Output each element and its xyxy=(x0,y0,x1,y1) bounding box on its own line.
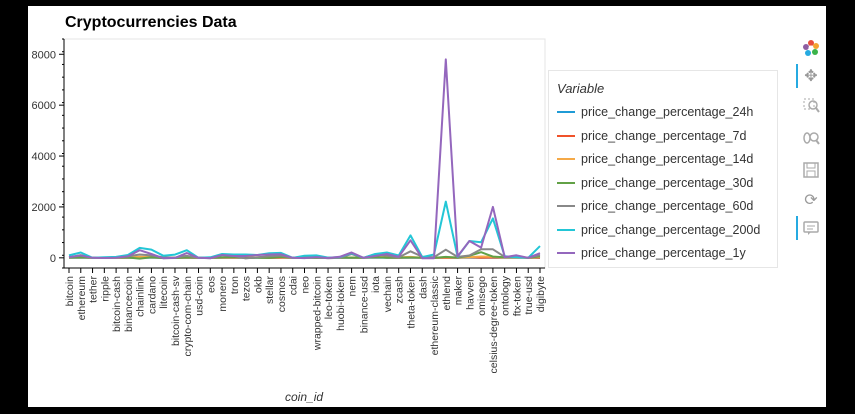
plot-frame xyxy=(63,38,546,269)
x-tick-label: bitcoin-cash xyxy=(111,276,123,332)
x-tick-label: iota xyxy=(370,276,382,293)
legend-label: price_change_percentage_14d xyxy=(581,152,754,166)
x-tick-label: vechain xyxy=(382,276,394,312)
x-tick-label: leo-token xyxy=(323,276,335,319)
y-tick-label: 6000 xyxy=(32,100,56,112)
legend-item[interactable]: price_change_percentage_24h xyxy=(557,103,753,121)
x-tick-label: wrapped-bitcoin xyxy=(311,276,323,351)
legend-title: Variable xyxy=(557,81,605,96)
wheel-zoom-icon[interactable] xyxy=(796,126,826,150)
x-tick-label: ontology xyxy=(500,275,512,315)
y-tick-label: 8000 xyxy=(32,49,56,61)
x-tick-label: binancecoin xyxy=(123,276,135,332)
x-tick-label: usd-coin xyxy=(194,276,206,316)
y-tick-label: 2000 xyxy=(32,202,56,214)
x-tick-label: tron xyxy=(229,276,241,294)
pan-icon[interactable]: ✥ xyxy=(804,68,818,85)
x-tick-label: bitcoin xyxy=(64,276,76,307)
chart-panel: Cryptocurrencies Data 0 2000 4000 6000 8000 b… xyxy=(28,6,826,407)
legend-swatch xyxy=(557,252,575,254)
box-zoom-icon[interactable] xyxy=(796,94,826,118)
x-tick-label: nem xyxy=(347,276,359,297)
x-tick-label: tether xyxy=(88,276,100,303)
x-tick-label: neo xyxy=(300,276,312,294)
y-tick-label: 0 xyxy=(50,253,56,265)
legend-label: price_change_percentage_7d xyxy=(581,128,747,143)
chart-title: Cryptocurrencies Data xyxy=(65,14,237,31)
legend-item[interactable]: price_change_percentage_200d xyxy=(557,221,760,239)
x-tick-label: chainlink xyxy=(135,275,147,317)
bokeh-logo-icon[interactable] xyxy=(796,36,826,60)
x-tick-label: ethlend xyxy=(441,276,453,311)
hover-icon[interactable] xyxy=(796,216,826,240)
x-tick-label: binance-usd xyxy=(358,276,370,333)
reset-icon[interactable]: ⟳ xyxy=(804,192,818,209)
legend-item[interactable]: price_change_percentage_1y xyxy=(557,244,746,262)
y-tick-label: 4000 xyxy=(32,151,56,163)
legend-label: price_change_percentage_30d xyxy=(581,175,754,190)
x-tick-label: ethereum xyxy=(76,276,88,321)
x-tick-label: havven xyxy=(464,276,476,310)
x-tick-label: litecoin xyxy=(158,276,170,309)
x-tick-label: celsius-degree-token xyxy=(488,276,500,374)
save-icon[interactable] xyxy=(796,158,826,182)
x-tick-label: zcash xyxy=(394,276,406,304)
x-tick-label: eos xyxy=(205,276,217,293)
x-tick-label: bitcoin-cash-sv xyxy=(170,275,182,346)
legend-swatch xyxy=(557,205,575,207)
chart-toolbar: ✥ ⟳ xyxy=(796,36,826,256)
legend-label: price_change_percentage_1y xyxy=(581,246,746,260)
x-tick-label: omisego xyxy=(476,276,488,316)
x-tick-label: cosmos xyxy=(276,276,288,312)
pan-active-indicator xyxy=(796,64,798,88)
x-tick-label: cdai xyxy=(288,276,300,295)
hover-active-indicator xyxy=(796,216,798,240)
x-tick-label: huobi-token xyxy=(335,276,347,331)
x-tick-label: theta-token xyxy=(405,276,417,329)
x-tick-label: crypto-com-chain xyxy=(182,276,194,357)
x-tick-label: ethereum-classic xyxy=(429,276,441,355)
series-line-price_change_percentage_1y xyxy=(68,58,541,260)
x-axis-label: coin_id xyxy=(285,390,324,404)
series-line-price_change_percentage_60d xyxy=(68,248,541,260)
legend-item[interactable]: price_change_percentage_30d xyxy=(557,174,753,192)
legend-label: price_change_percentage_24h xyxy=(581,105,754,119)
x-tick-label: stellar xyxy=(264,276,276,305)
x-tick-label: true-usd xyxy=(523,276,535,315)
legend-swatch xyxy=(557,228,575,231)
legend-item[interactable]: price_change_percentage_7d xyxy=(557,127,746,145)
x-tick-label: maker xyxy=(453,276,465,306)
legend-swatch xyxy=(557,111,575,113)
x-tick-label: ftx-token xyxy=(511,276,523,316)
x-tick-label: tezos xyxy=(241,276,253,301)
x-tick-label: monero xyxy=(217,276,229,312)
legend-item[interactable]: price_change_percentage_60d xyxy=(557,197,753,215)
legend-swatch xyxy=(557,181,575,184)
legend-swatch xyxy=(557,158,575,160)
x-tick-label: cardano xyxy=(146,276,158,314)
x-tick-label: ripple xyxy=(99,276,111,302)
line-chart: 0 2000 4000 6000 8000 bitcoin ethereum tether ri… xyxy=(32,38,547,374)
legend-label: price_change_percentage_60d xyxy=(581,199,754,213)
legend-label: price_change_percentage_200d xyxy=(581,222,761,237)
legend-item[interactable]: price_change_percentage_14d xyxy=(557,150,753,168)
x-tick-label: dash xyxy=(417,276,429,299)
legend-swatch xyxy=(557,134,575,137)
x-tick-label: okb xyxy=(252,276,264,293)
x-tick-label: digibyte xyxy=(535,276,547,312)
